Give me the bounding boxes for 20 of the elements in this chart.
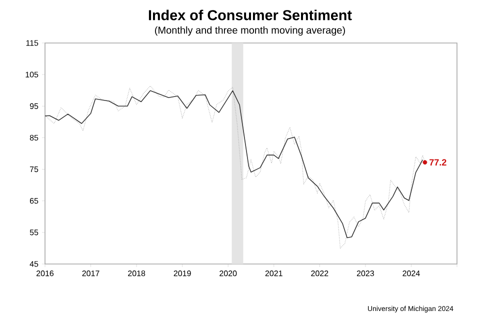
y-tick-label: 85: [30, 134, 38, 141]
y-tick-label: 45: [30, 261, 38, 267]
x-tick-label: 2017: [82, 270, 100, 276]
x-tick-label: 2020: [220, 270, 237, 276]
x-tick-label: 2019: [174, 270, 191, 276]
x-tick-label: 2022: [311, 270, 328, 276]
y-tick-label: 105: [26, 72, 38, 78]
y-tick-label: 115: [26, 40, 38, 46]
x-tick-label: 2023: [356, 270, 374, 276]
x-tick-label: 2016: [36, 270, 54, 276]
x-tick-label: 2021: [265, 270, 282, 276]
chart-title: Index of Consumer Sentiment: [148, 10, 352, 20]
y-tick-label: 65: [30, 198, 38, 204]
y-tick-label: 95: [30, 103, 38, 109]
data-label: 77.2: [430, 159, 446, 166]
chart-subtitle: (Monthly and three month moving average): [155, 26, 345, 36]
y-tick-label: 55: [30, 230, 38, 236]
y-tick-label: 75: [30, 166, 38, 172]
x-tick-label: 2018: [128, 270, 146, 276]
x-tick-label: 2024: [402, 270, 420, 276]
